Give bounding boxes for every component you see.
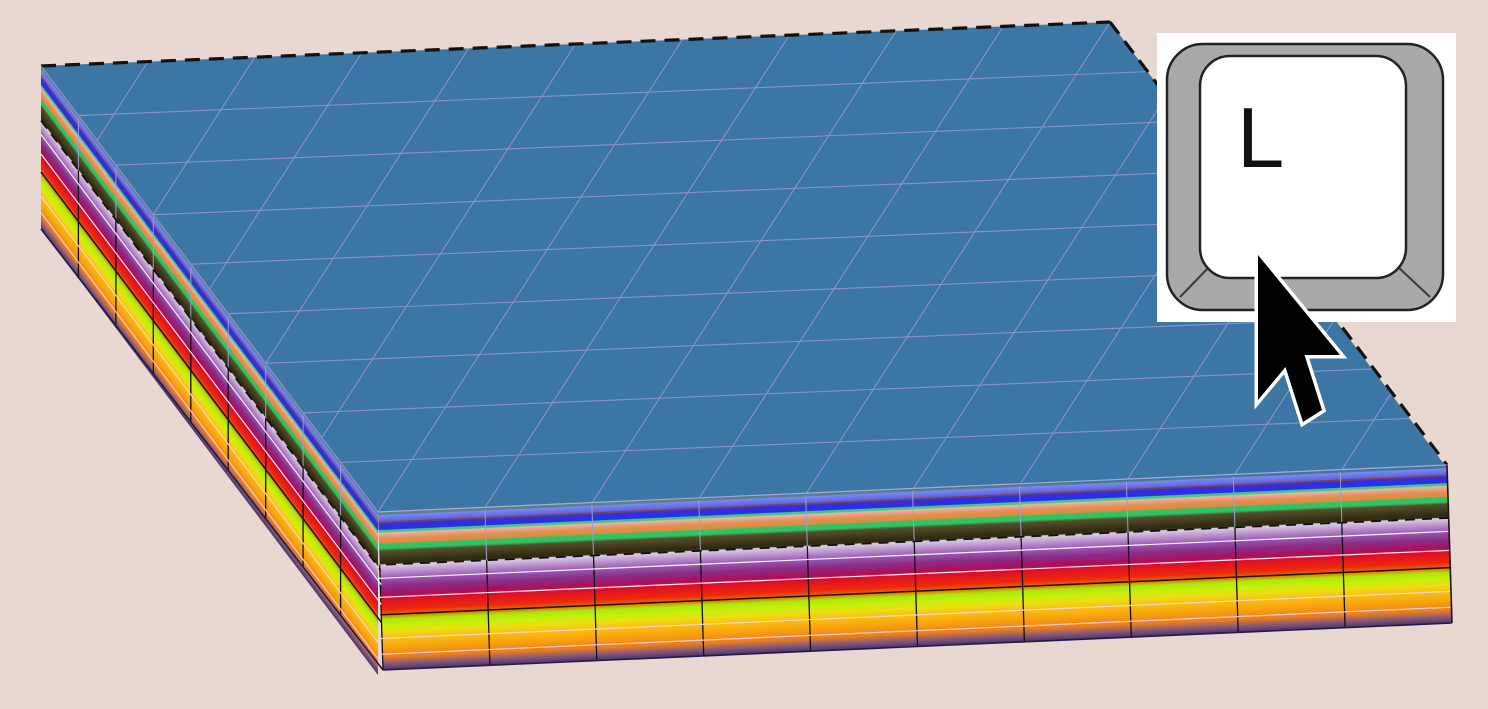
front-upper-cell-line: [591, 504, 594, 556]
strata-contour-line: [40, 120, 383, 572]
grid-column-line: [484, 34, 790, 508]
mouse-cursor-arrow-icon: [1254, 245, 1348, 428]
left-face-cell-lines: [40, 118, 383, 664]
keycap-bevel-line-right: [1396, 265, 1431, 298]
keycap-bevel-line-left: [1179, 265, 1211, 298]
front-cell-line: [592, 555, 598, 661]
front-upper-cell-line: [1232, 476, 1236, 528]
strata-contour-line: [40, 171, 382, 623]
strata-contour-line: [40, 196, 382, 648]
grid-column-line: [591, 30, 897, 504]
grid-column-line: [805, 22, 1111, 495]
strata-contour-line: [377, 590, 1453, 640]
key-hint-overlay: L: [1157, 33, 1456, 322]
front-upper-cell-line: [1125, 481, 1129, 533]
front-cell-line: [699, 550, 705, 656]
front-upper-cell-line: [484, 509, 488, 561]
front-face-cell-lines: [377, 472, 1453, 671]
strata-contour-line: [377, 516, 1453, 567]
strata-contour-line: [40, 212, 382, 664]
front-cell-line: [1341, 522, 1346, 628]
front-cell-line: [1234, 527, 1239, 633]
strata-contour-line: [377, 530, 1453, 580]
left-top-edge: [40, 65, 379, 513]
right-front-edge: [1446, 464, 1453, 624]
left-bottom-edge: [40, 228, 384, 671]
front-cell-line: [485, 560, 491, 666]
key-label: L: [1237, 91, 1284, 186]
strata-contour-line: [40, 134, 382, 586]
front-cell-line: [1127, 531, 1132, 638]
strata-contour-line: [377, 606, 1453, 656]
front-bottom-edge: [382, 622, 1453, 671]
strata-contour-line: [40, 153, 382, 605]
front-cell-line: [806, 546, 812, 652]
grid-column-line: [698, 26, 1004, 500]
front-upper-cell-line: [805, 495, 808, 547]
front-upper-cell-line: [1019, 486, 1022, 537]
front-upper-cell-line: [1339, 472, 1343, 523]
front-cell-line: [1020, 536, 1026, 642]
strata-contour-line: [377, 549, 1453, 599]
front-top-edge: [377, 464, 1448, 513]
front-cell-line: [913, 541, 919, 647]
keycap-top-face: [1198, 54, 1408, 280]
front-upper-cell-line: [912, 490, 915, 542]
grid-column-line: [377, 39, 683, 512]
strata-contour-line: [377, 566, 1453, 616]
back-top-edge: [40, 20, 1111, 68]
front-upper-cell-line: [698, 500, 701, 551]
model-left-strata-face: [41, 66, 378, 675]
